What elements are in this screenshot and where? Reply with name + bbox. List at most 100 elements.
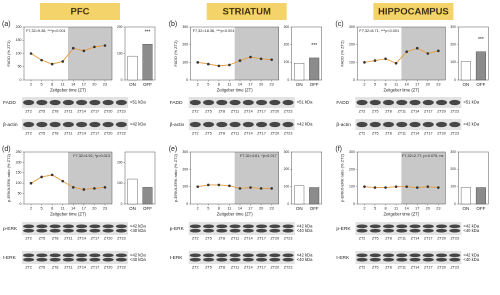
mean-point xyxy=(61,179,65,183)
blot-band xyxy=(396,228,408,233)
y-tick-label: 200 xyxy=(349,43,355,47)
size-marker: <51 kDa xyxy=(130,100,146,105)
lane-label: ZT20 xyxy=(271,265,280,269)
mean-point xyxy=(249,55,252,59)
blot-band xyxy=(115,121,127,128)
x-tick-label: ON xyxy=(463,206,470,211)
blot-membrane xyxy=(188,119,295,130)
x-tick-label: 11 xyxy=(61,83,65,87)
x-tick-label: 5 xyxy=(207,207,209,211)
lane-label: ZT20 xyxy=(437,265,446,269)
lane-label: ZT14 xyxy=(411,109,420,113)
blot-membrane xyxy=(188,251,295,264)
blot-band xyxy=(102,121,114,128)
mean-point xyxy=(426,185,430,188)
lane-label: ZT2 xyxy=(359,131,366,135)
significance: *** xyxy=(311,43,317,49)
blot-band xyxy=(396,257,408,262)
bar-frame xyxy=(291,151,322,205)
x-tick-label: 5 xyxy=(374,207,376,211)
blot-band xyxy=(422,228,434,233)
bar-frame xyxy=(458,26,489,81)
y-tick-label: 200 xyxy=(182,43,188,47)
lane-label: ZT17 xyxy=(424,236,433,240)
plot-frame xyxy=(357,26,446,81)
lane-label: ZT17 xyxy=(91,109,100,113)
lane-label: ZT14 xyxy=(244,109,253,113)
x-tick-label: 2 xyxy=(197,207,199,211)
mean-point xyxy=(373,59,377,62)
blot-band xyxy=(229,257,241,262)
lane-label: ZT23 xyxy=(117,109,126,113)
x-tick-label: 23 xyxy=(436,207,440,211)
lane-label: ZT11 xyxy=(231,109,239,113)
x-tick-label: 23 xyxy=(436,83,440,87)
y-tick-label: 50 xyxy=(18,192,22,196)
header-title: STRIATUM xyxy=(223,7,271,18)
blot-band xyxy=(229,224,241,229)
panel-label: (a) xyxy=(2,21,11,28)
lane-label: ZT20 xyxy=(271,236,280,240)
blot-band xyxy=(62,99,74,106)
lane-label: ZT17 xyxy=(257,265,266,269)
lane-label: ZT20 xyxy=(104,265,113,269)
blot-band xyxy=(396,121,408,128)
size-marker: <40 kDa xyxy=(297,257,313,262)
y-tick-label: 300 xyxy=(284,25,290,29)
blot-band xyxy=(256,257,268,262)
y-axis-label: FADD (% ZT2) xyxy=(6,40,11,67)
protein-name: p-ERK xyxy=(336,226,351,232)
x-tick-label: 8 xyxy=(384,207,386,211)
lane-label: ZT5 xyxy=(205,265,212,269)
blot-band xyxy=(115,257,127,262)
size-marker: <40 kDa xyxy=(130,257,146,262)
protein-name: β-actin xyxy=(3,122,18,128)
y-tick-label: 150 xyxy=(16,171,22,175)
y-tick-label: 0 xyxy=(287,78,289,82)
blot-band xyxy=(23,257,35,262)
blot-band xyxy=(89,224,101,229)
y-tick-label: 300 xyxy=(284,150,290,154)
blot-band xyxy=(23,253,35,258)
mean-point xyxy=(93,187,96,190)
mean-point xyxy=(405,185,408,188)
y-tick-label: 0 xyxy=(454,78,456,82)
blot-band xyxy=(76,224,88,229)
mean-point xyxy=(40,58,43,62)
blot-band xyxy=(89,257,101,262)
mean-point xyxy=(270,58,273,61)
blot-band xyxy=(62,228,74,233)
bar xyxy=(294,63,305,81)
blot-band xyxy=(256,253,268,258)
blot-band xyxy=(23,224,35,229)
size-marker: <40 kDa xyxy=(130,228,146,233)
plot-frame xyxy=(23,151,113,205)
x-tick-label: 23 xyxy=(270,83,274,87)
blot-band xyxy=(216,228,228,233)
mean-point xyxy=(196,61,200,64)
x-tick-label: 5 xyxy=(374,83,376,87)
trend-line xyxy=(364,186,439,188)
blot-band xyxy=(102,257,114,262)
x-tick-label: 20 xyxy=(426,207,430,211)
significance: *** xyxy=(145,30,151,36)
blot-band xyxy=(23,121,35,128)
size-marker: <42 kDa xyxy=(297,223,313,228)
blot-band xyxy=(242,121,254,128)
blot-band xyxy=(242,99,254,106)
blot-band xyxy=(242,228,254,233)
blot-band xyxy=(382,253,395,258)
blot-band xyxy=(115,228,127,233)
x-tick-label: 20 xyxy=(92,83,96,87)
protein-name: t-ERK xyxy=(170,255,184,261)
x-tick-label: 17 xyxy=(415,83,419,87)
size-marker: <42 kDa xyxy=(463,252,479,257)
size-marker: <42 kDa xyxy=(130,223,146,228)
y-tick-label: 300 xyxy=(349,25,355,29)
lane-label: ZT8 xyxy=(219,109,226,113)
x-tick-label: 2 xyxy=(363,207,365,211)
blot-band xyxy=(102,99,114,106)
bar xyxy=(309,187,320,205)
blot-band xyxy=(203,253,215,258)
blot-band xyxy=(76,257,88,262)
